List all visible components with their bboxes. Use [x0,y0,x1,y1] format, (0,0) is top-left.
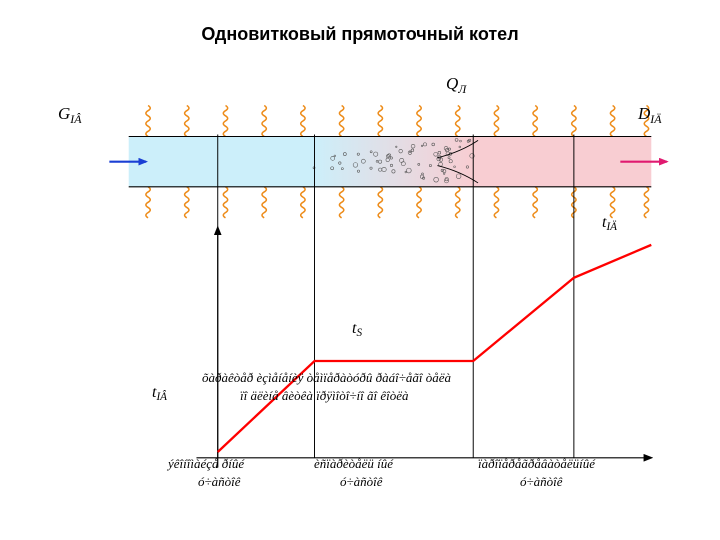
label-section3a: ïàðîïåðåãðåâàòåëüíûé [478,456,595,472]
label-Q: QЛ [446,74,466,94]
label-section1a: ýêîíîìàéçå ðíûé [168,456,244,472]
label-tL: tIÂ [152,384,167,402]
label-section2b: ó÷àñòîê [340,474,383,490]
label-mid_para2: ïî äëèíå âèòêà ïðÿìîòî÷íî ãî êîòëà [240,388,409,404]
diagram-svg [90,86,690,516]
label-section1b: ó÷àñòîê [198,474,241,490]
label-section3b: ó÷àñòîê [520,474,563,490]
label-G: GIÂ [58,104,82,124]
label-section2a: èñïàðèòåëü íûé [314,456,393,472]
label-tS: tS [352,320,362,338]
boiler-diagram: QЛGIÂDIÄtStIÂtIÄõàðàêòåð èçìåíåíèÿ òåìïå… [90,86,690,521]
diagram-title: Одновитковый прямоточный котел [0,24,720,45]
label-D: DIÄ [638,104,662,124]
label-tR: tIÄ [602,214,617,232]
label-mid_para1: õàðàêòåð èçìåíåíèÿ òåìïåðàòóðû ðàáî÷åãî … [202,370,451,386]
